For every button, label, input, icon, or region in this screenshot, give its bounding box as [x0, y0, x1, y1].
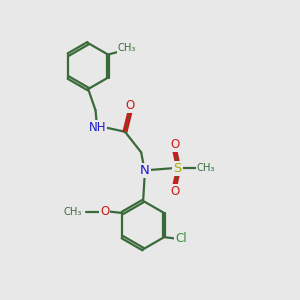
- Text: CH₃: CH₃: [63, 206, 81, 217]
- Text: O: O: [126, 99, 135, 112]
- Text: S: S: [173, 162, 182, 175]
- Text: O: O: [100, 205, 109, 218]
- Text: Cl: Cl: [176, 232, 187, 245]
- Text: CH₃: CH₃: [197, 163, 215, 173]
- Text: NH: NH: [89, 121, 106, 134]
- Text: O: O: [170, 138, 179, 151]
- Text: CH₃: CH₃: [117, 44, 136, 53]
- Text: N: N: [140, 164, 150, 177]
- Text: O: O: [170, 185, 179, 198]
